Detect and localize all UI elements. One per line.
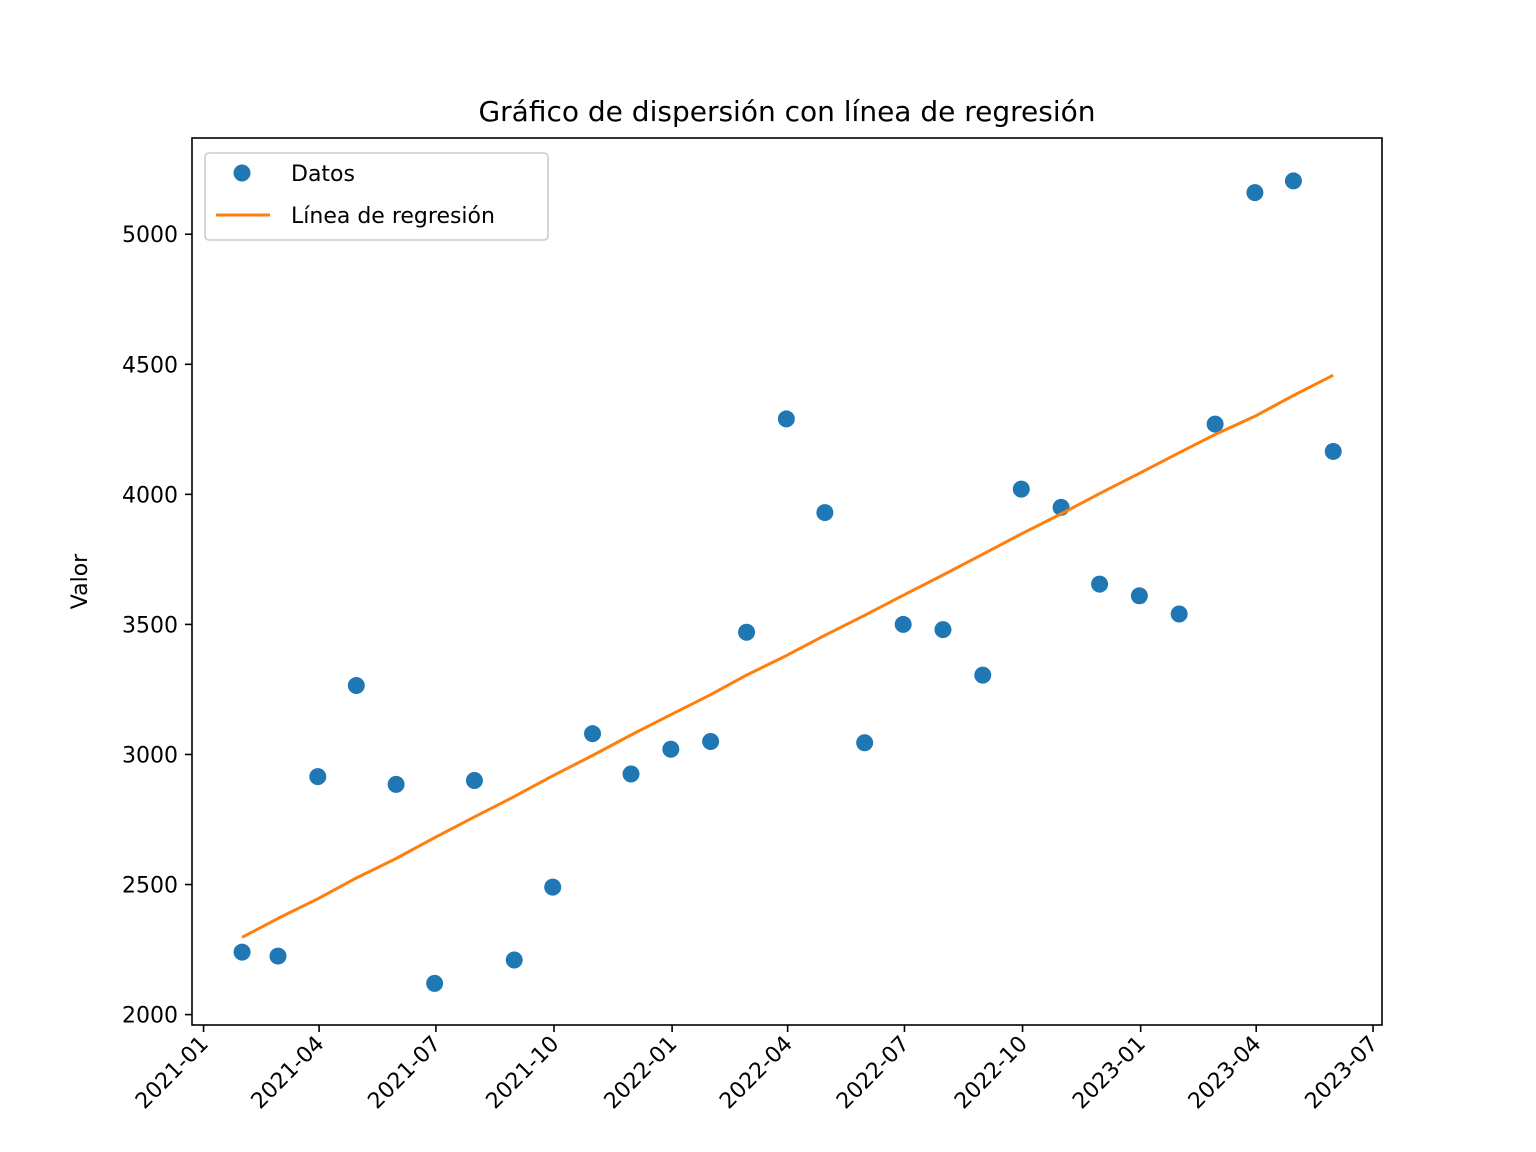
data-point bbox=[1284, 172, 1302, 190]
data-point bbox=[309, 768, 327, 786]
data-point bbox=[269, 947, 287, 965]
data-point bbox=[1206, 415, 1224, 433]
data-point bbox=[1012, 480, 1030, 498]
legend-marker-datos bbox=[233, 164, 251, 182]
y-axis-ticks: 2000 2500 3000 3500 4000 4500 5000 bbox=[122, 223, 192, 1029]
legend-label-regression: Línea de regresión bbox=[291, 204, 495, 229]
plot-frame bbox=[191, 137, 1383, 1026]
y-tick-label: 4000 bbox=[122, 483, 178, 508]
data-point bbox=[934, 621, 952, 639]
chart-title: Gráfico de dispersión con línea de regre… bbox=[478, 95, 1095, 128]
data-point bbox=[347, 677, 365, 695]
series-layer bbox=[233, 172, 1342, 992]
x-tick-label: 2022-04 bbox=[715, 1032, 798, 1115]
x-tick-label: 2021-10 bbox=[482, 1032, 565, 1115]
data-point bbox=[622, 765, 640, 783]
data-point bbox=[1091, 575, 1109, 593]
y-tick-label: 3000 bbox=[122, 743, 178, 768]
data-point bbox=[856, 734, 874, 752]
data-point bbox=[584, 725, 602, 743]
y-tick-label: 2000 bbox=[122, 1004, 178, 1029]
x-tick-label: 2023-01 bbox=[1068, 1032, 1151, 1115]
x-axis-ticks: 2021-01 2021-04 2021-07 2021-10 2022-01 2022-… bbox=[131, 1025, 1383, 1114]
y-tick-label: 2500 bbox=[122, 874, 178, 899]
regression-line bbox=[241, 373, 1334, 939]
x-tick-label: 2022-07 bbox=[832, 1032, 915, 1115]
data-point bbox=[544, 878, 562, 896]
data-point bbox=[777, 410, 795, 428]
legend-box bbox=[204, 152, 549, 241]
data-point bbox=[1130, 587, 1148, 605]
data-point bbox=[662, 740, 680, 758]
data-point bbox=[233, 943, 251, 961]
data-point bbox=[505, 951, 523, 969]
data-point bbox=[1246, 184, 1264, 202]
data-point bbox=[974, 666, 992, 684]
x-tick-label: 2021-04 bbox=[247, 1032, 330, 1115]
data-point bbox=[1324, 442, 1342, 460]
x-tick-label: 2021-01 bbox=[131, 1032, 214, 1115]
y-tick-label: 3500 bbox=[122, 613, 178, 638]
y-tick-label: 4500 bbox=[122, 353, 178, 378]
x-tick-label: 2022-10 bbox=[950, 1032, 1033, 1115]
y-axis-label: Valor bbox=[68, 553, 93, 609]
data-point bbox=[738, 623, 756, 641]
data-point bbox=[1170, 605, 1188, 623]
legend: Datos Línea de regresión bbox=[204, 152, 549, 241]
x-tick-label: 2023-07 bbox=[1301, 1032, 1384, 1115]
x-tick-label: 2021-07 bbox=[363, 1032, 446, 1115]
data-point bbox=[426, 974, 444, 992]
data-point bbox=[894, 615, 912, 633]
data-point bbox=[702, 732, 720, 750]
y-tick-label: 5000 bbox=[122, 223, 178, 248]
data-point bbox=[465, 771, 483, 789]
data-point bbox=[816, 504, 834, 522]
x-tick-label: 2023-04 bbox=[1184, 1032, 1267, 1115]
data-point bbox=[387, 775, 405, 793]
legend-label-datos: Datos bbox=[291, 162, 355, 187]
x-tick-label: 2022-01 bbox=[600, 1032, 683, 1115]
